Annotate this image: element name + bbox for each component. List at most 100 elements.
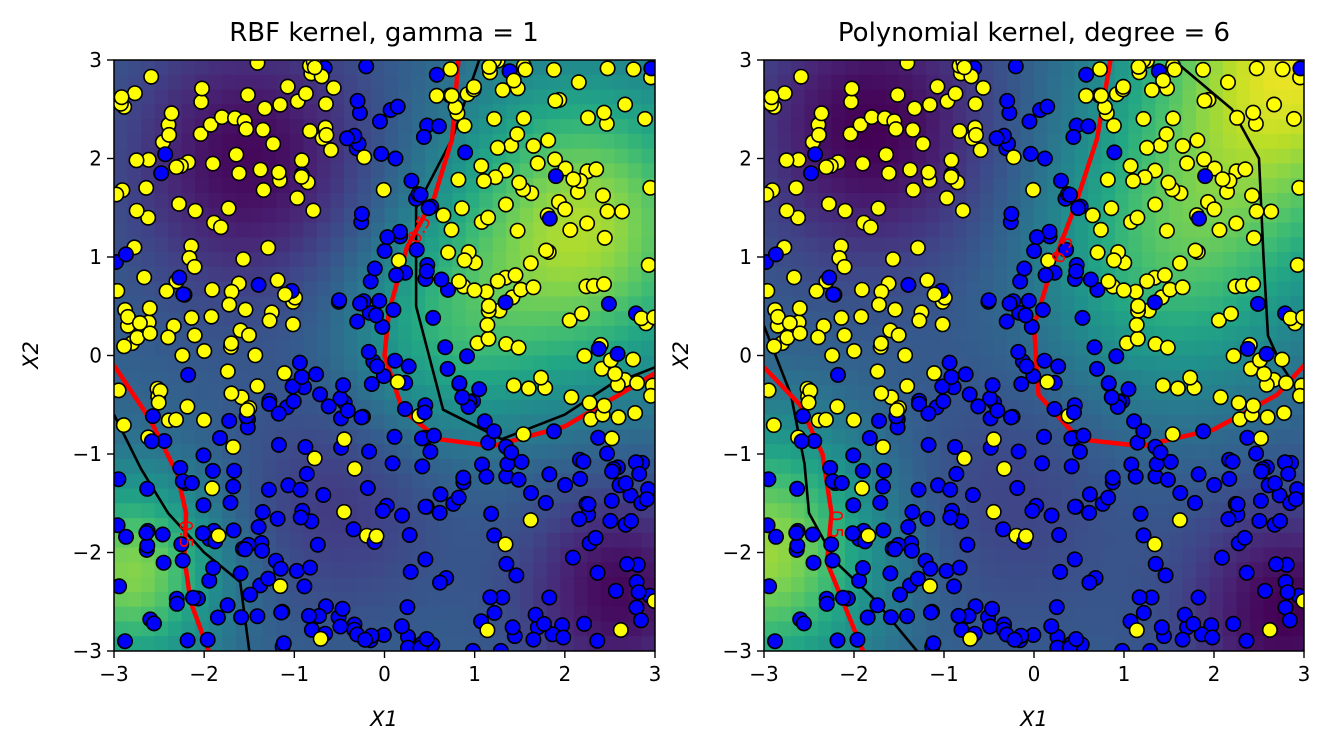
heatmap-cell [479,266,494,283]
data-point [911,312,928,329]
heatmap-cell [845,547,860,563]
heatmap-cell [114,621,129,637]
data-point [1120,381,1137,398]
x-tick-label: 3 [649,662,662,686]
data-point [437,339,454,356]
heatmap-cell [1236,296,1251,312]
heatmap-cell [411,148,426,165]
heatmap-cell [289,237,304,253]
heatmap-cell [316,562,332,578]
data-point [988,130,1005,147]
heatmap-cell [641,281,655,298]
heatmap-cell [831,74,846,91]
heatmap-cell [1155,237,1170,253]
heatmap-cell [587,60,602,76]
heatmap-cell [912,74,927,91]
heatmap-cell [208,178,223,194]
heatmap-cell [303,266,318,283]
data-point [317,95,334,112]
heatmap-cell [411,74,426,91]
data-point [1130,60,1147,75]
data-point [1146,294,1163,311]
data-point [401,526,418,543]
heatmap-cell [1007,163,1022,179]
heatmap-cell [465,532,480,549]
heatmap-cell [1290,532,1304,549]
heatmap-cell [953,266,968,283]
heatmap-cell [141,458,156,475]
data-point [204,155,221,172]
heatmap-cell [1155,488,1170,504]
heatmap-cell [546,296,561,312]
heatmap-cell [479,355,494,371]
heatmap-cell [858,444,873,460]
heatmap-cell [614,503,629,519]
heatmap-cell [1277,429,1292,445]
data-point [1086,339,1103,356]
heatmap-cell [1155,518,1170,534]
heatmap-cell [1196,296,1211,312]
heatmap-cell [262,222,277,238]
heatmap-cell [1115,414,1130,430]
data-point [638,491,655,508]
data-point [1245,276,1262,293]
heatmap-cell [1020,133,1035,150]
data-point [822,459,839,476]
heatmap-cell [208,385,223,401]
heatmap-cell [872,178,887,194]
data-point [522,512,539,529]
heatmap-cell [764,458,779,475]
data-point [767,246,784,263]
heatmap-cell [262,325,277,342]
heatmap-cell [885,636,900,651]
data-point [860,527,877,544]
data-point [1252,492,1269,509]
heatmap-cell [370,414,386,430]
heatmap-cell [1142,488,1157,504]
heatmap-cell [818,89,833,105]
data-point [270,164,287,181]
data-point [541,466,558,483]
heatmap-cell [114,488,129,504]
data-point [485,423,502,440]
heatmap-cell [1196,518,1211,534]
heatmap-cell [1142,577,1157,593]
heatmap-cell [885,370,900,386]
data-point [225,522,242,539]
data-point [508,567,525,584]
heatmap-cell [764,399,779,416]
heatmap-cell [289,340,304,357]
data-point [995,521,1012,538]
heatmap-cell [1115,577,1130,593]
heatmap-cell [1290,222,1304,238]
heatmap-cell [1196,444,1211,460]
heatmap-cell [939,252,954,268]
heatmap-cell [289,222,304,238]
heatmap-cell [858,325,873,342]
heatmap-cell [1236,547,1251,563]
heatmap-cell [764,148,779,165]
data-point [1225,615,1242,632]
data-point [297,438,314,455]
data-point [450,489,467,506]
heatmap-cell [614,60,629,76]
data-point [836,327,853,344]
data-point [764,517,776,534]
data-point [1010,343,1027,360]
data-point [834,589,851,606]
data-point [1075,427,1092,444]
data-point [425,309,442,326]
heatmap-cell [939,222,954,238]
heatmap-cell [614,532,629,549]
data-point [335,377,352,394]
heatmap-cell [627,74,643,91]
heatmap-cell [1101,562,1116,578]
data-point [387,150,404,167]
data-point [1135,604,1152,621]
heatmap-cell [195,163,210,179]
data-point [870,412,887,429]
heatmap-cell [276,532,291,549]
heatmap-cell [398,547,413,563]
heatmap-cell [154,222,169,238]
heatmap-cell [1209,60,1224,76]
